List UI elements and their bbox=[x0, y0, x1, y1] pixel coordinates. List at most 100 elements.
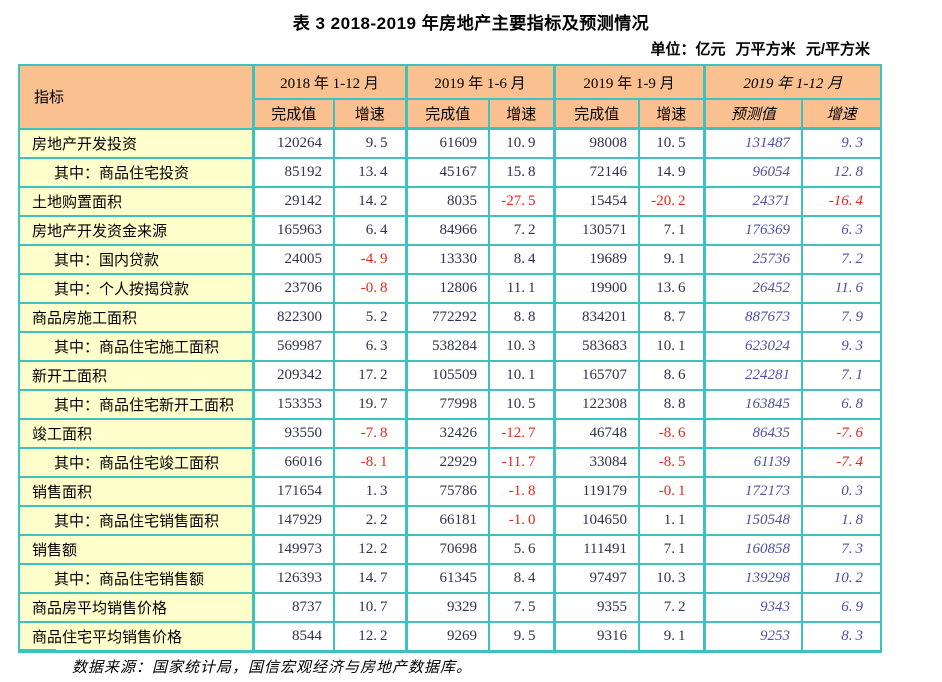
value-cell: 32426 bbox=[404, 418, 490, 449]
value-cell: 13. 4 bbox=[333, 157, 407, 188]
value-cell: 8035 bbox=[404, 186, 490, 217]
column-group-2018-1-12: 2018 年 1-12 月 bbox=[251, 64, 407, 100]
value-cell: 14. 9 bbox=[638, 157, 705, 188]
value-cell: 8544 bbox=[251, 621, 335, 653]
value-cell: 9269 bbox=[404, 621, 490, 653]
forecast-value-cell: 7. 1 bbox=[801, 360, 882, 391]
forecast-value-cell: 6. 3 bbox=[801, 215, 882, 246]
column-header-growth-2019h1: 增速 bbox=[488, 98, 555, 130]
indicator-label: 其中：商品住宅施工面积 bbox=[18, 331, 254, 362]
value-cell: 8. 4 bbox=[488, 244, 555, 275]
value-cell: 165963 bbox=[251, 215, 335, 246]
value-cell: -8. 1 bbox=[333, 447, 407, 478]
value-cell: 97497 bbox=[552, 563, 640, 594]
value-cell: 538284 bbox=[404, 331, 490, 362]
forecast-value-cell: 623024 bbox=[702, 331, 803, 362]
forecast-value-cell: 26452 bbox=[702, 273, 803, 304]
value-cell: 7. 1 bbox=[638, 534, 705, 565]
value-cell: 6. 3 bbox=[333, 331, 407, 362]
value-cell: 8. 7 bbox=[638, 302, 705, 333]
column-group-2019-1-9: 2019 年 1-9 月 bbox=[552, 64, 705, 100]
forecast-value-cell: 6. 9 bbox=[801, 592, 882, 623]
value-cell: 7. 5 bbox=[488, 592, 555, 623]
forecast-value-cell: 96054 bbox=[702, 157, 803, 188]
value-cell: 11. 1 bbox=[488, 273, 555, 304]
value-cell: 22929 bbox=[404, 447, 490, 478]
table-row: 销售面积 171654 1. 3 75786 -1. 8 119179 -0. 1 17217… bbox=[18, 476, 882, 507]
value-cell: 9355 bbox=[552, 592, 640, 623]
indicator-label: 房地产开发投资 bbox=[18, 127, 254, 159]
value-cell: -11. 7 bbox=[488, 447, 555, 478]
table-body: 房地产开发投资 120264 9. 5 61609 10. 9 98008 10. 5 131… bbox=[18, 127, 882, 653]
forecast-value-cell: 131487 bbox=[702, 127, 803, 159]
value-cell: 23706 bbox=[251, 273, 335, 304]
forecast-value-cell: -16. 4 bbox=[801, 186, 882, 217]
value-cell: 13330 bbox=[404, 244, 490, 275]
value-cell: 122308 bbox=[552, 389, 640, 420]
value-cell: 569987 bbox=[251, 331, 335, 362]
indicator-label: 商品房平均销售价格 bbox=[18, 592, 254, 623]
table-row: 房地产开发资金来源 165963 6. 4 84966 7. 2 130571 7. 1 17… bbox=[18, 215, 882, 246]
column-header-completed-2019h1: 完成值 bbox=[404, 98, 490, 130]
indicator-label: 销售面积 bbox=[18, 476, 254, 507]
value-cell: 822300 bbox=[251, 302, 335, 333]
value-cell: -1. 0 bbox=[488, 505, 555, 536]
value-cell: 126393 bbox=[251, 563, 335, 594]
value-cell: 15. 8 bbox=[488, 157, 555, 188]
column-header-completed-2018: 完成值 bbox=[251, 98, 335, 130]
value-cell: 120264 bbox=[251, 127, 335, 159]
value-cell: 8. 8 bbox=[638, 389, 705, 420]
value-cell: 10. 1 bbox=[488, 360, 555, 391]
forecast-value-cell: 7. 3 bbox=[801, 534, 882, 565]
table-row: 商品住宅平均销售价格 8544 12. 2 9269 9. 5 9316 9. 1 9253 8… bbox=[18, 621, 882, 653]
value-cell: 8. 6 bbox=[638, 360, 705, 391]
value-cell: 111491 bbox=[552, 534, 640, 565]
value-cell: 10. 1 bbox=[638, 331, 705, 362]
table-row: 土地购置面积 29142 14. 2 8035 -27. 5 15454 -20. 2 243… bbox=[18, 186, 882, 217]
indicator-label: 其中：商品住宅销售面积 bbox=[18, 505, 254, 536]
value-cell: 84966 bbox=[404, 215, 490, 246]
value-cell: 61609 bbox=[404, 127, 490, 159]
forecast-value-cell: 6. 8 bbox=[801, 389, 882, 420]
table-row: 竣工面积 93550 -7. 8 32426 -12. 7 46748 -8. 6 86435… bbox=[18, 418, 882, 449]
value-cell: 7. 2 bbox=[488, 215, 555, 246]
forecast-value-cell: 61139 bbox=[702, 447, 803, 478]
forecast-value-cell: 172173 bbox=[702, 476, 803, 507]
value-cell: 10. 5 bbox=[638, 127, 705, 159]
table-row: 商品房平均销售价格 8737 10. 7 9329 7. 5 9355 7. 2 9343 6.… bbox=[18, 592, 882, 623]
value-cell: 209342 bbox=[251, 360, 335, 391]
table-row: 新开工面积 209342 17. 2 105509 10. 1 165707 8. 6 224… bbox=[18, 360, 882, 391]
value-cell: 104650 bbox=[552, 505, 640, 536]
value-cell: 19900 bbox=[552, 273, 640, 304]
value-cell: 13. 6 bbox=[638, 273, 705, 304]
value-cell: 72146 bbox=[552, 157, 640, 188]
value-cell: 66181 bbox=[404, 505, 490, 536]
indicator-label: 其中：国内贷款 bbox=[18, 244, 254, 275]
forecast-value-cell: 1. 8 bbox=[801, 505, 882, 536]
indicator-label: 竣工面积 bbox=[18, 418, 254, 449]
forecast-value-cell: 0. 3 bbox=[801, 476, 882, 507]
value-cell: 147929 bbox=[251, 505, 335, 536]
forecast-value-cell: 24371 bbox=[702, 186, 803, 217]
indicator-label: 其中：商品住宅投资 bbox=[18, 157, 254, 188]
forecast-value-cell: 9. 3 bbox=[801, 331, 882, 362]
value-cell: -0. 8 bbox=[333, 273, 407, 304]
unit-note: 单位：亿元 万平方米 元/平方米 bbox=[650, 41, 870, 58]
indicator-label: 房地产开发资金来源 bbox=[18, 215, 254, 246]
table-row: 其中：商品住宅销售面积 147929 2. 2 66181 -1. 0 104650 1. … bbox=[18, 505, 882, 536]
table-row: 其中：国内贷款 24005 -4. 9 13330 8. 4 19689 9. 1 25736… bbox=[18, 244, 882, 275]
column-header-forecast-growth: 增速 bbox=[801, 98, 882, 130]
value-cell: -8. 6 bbox=[638, 418, 705, 449]
value-cell: 17. 2 bbox=[333, 360, 407, 391]
forecast-value-cell: 9253 bbox=[702, 621, 803, 653]
forecast-value-cell: 9. 3 bbox=[801, 127, 882, 159]
value-cell: 5. 2 bbox=[333, 302, 407, 333]
value-cell: 1. 3 bbox=[333, 476, 407, 507]
value-cell: -0. 1 bbox=[638, 476, 705, 507]
value-cell: 12806 bbox=[404, 273, 490, 304]
value-cell: 70698 bbox=[404, 534, 490, 565]
value-cell: 12. 2 bbox=[333, 534, 407, 565]
value-cell: 10. 5 bbox=[488, 389, 555, 420]
value-cell: 8. 8 bbox=[488, 302, 555, 333]
